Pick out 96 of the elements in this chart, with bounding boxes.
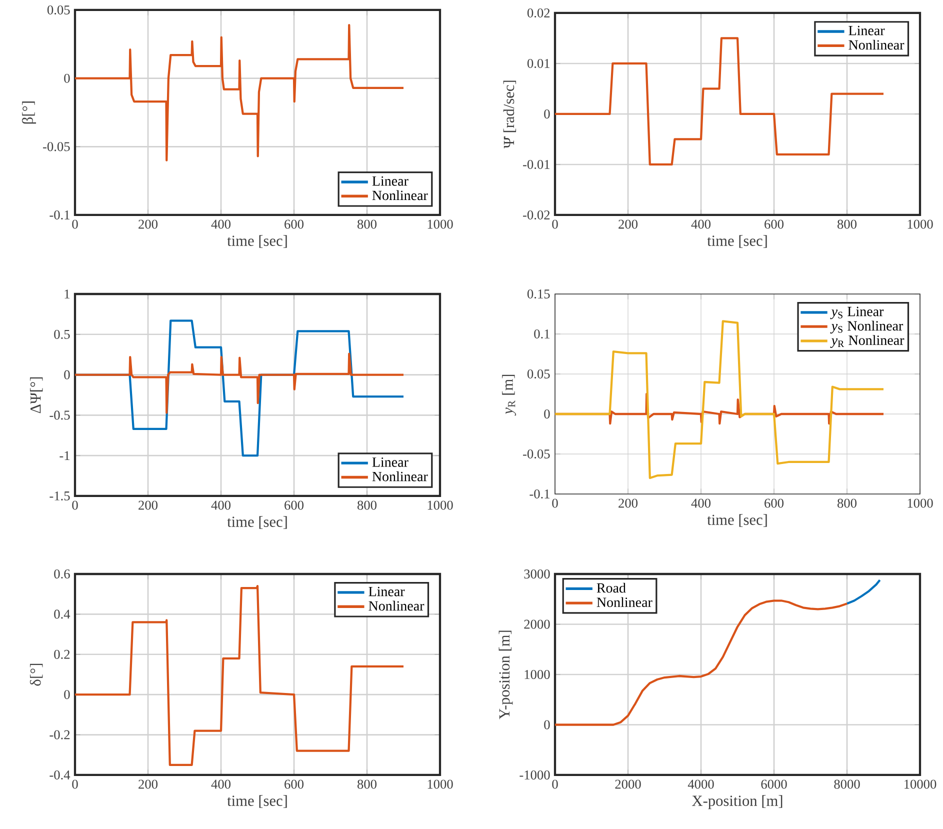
y-tick-label: 0.02 [527, 8, 550, 18]
legend-label: Linear [848, 26, 885, 36]
legend-label: y$_{S}$ Nonlinear [830, 320, 904, 334]
x-tick-label: 400 [691, 220, 711, 229]
x-tick-label: 600 [284, 220, 304, 229]
legend-label: Linear [372, 176, 408, 186]
x-tick-label: 1000 [428, 500, 453, 510]
legend-label: Nonlinear [368, 600, 424, 611]
y-axis-title: y$_{R}$ [m] [502, 374, 516, 416]
x-tick-label: 800 [838, 498, 857, 508]
y-tick-label: 0 [544, 410, 550, 418]
line-series [75, 352, 405, 414]
x-tick-label: 400 [211, 220, 231, 229]
y-tick-label: -0.05 [523, 449, 550, 459]
x-tick-label: 200 [618, 498, 638, 508]
x-tick-label: 200 [138, 500, 158, 510]
x-tick-label: 600 [284, 500, 304, 510]
x-tick-label: 400 [211, 500, 231, 510]
y-axis-title: ΔΨ[°] [30, 377, 43, 414]
x-tick-label: 8000 [834, 780, 860, 789]
y-axis-title: δ[°] [30, 664, 43, 686]
legend-label: y$_{S}$ Linear [830, 306, 884, 320]
x-axis-title: time [sec] [227, 235, 287, 248]
y-tick-label: 0.4 [54, 610, 70, 619]
y-tick-label: -0.5 [50, 410, 70, 420]
legend-label: Nonlinear [372, 190, 428, 200]
x-tick-label: 0 [552, 498, 558, 508]
legend-label: y$_{R}$ Nonlinear [830, 335, 904, 348]
x-tick-label: 0 [72, 220, 78, 229]
y-tick-label: -0.4 [50, 770, 70, 780]
y-tick-label: -0.02 [523, 210, 550, 220]
x-tick-label: 600 [284, 780, 304, 789]
x-tick-label: 0 [72, 780, 78, 789]
y-tick-label: 2000 [524, 620, 550, 629]
x-axis-title: time [sec] [227, 795, 287, 808]
x-tick-label: 1000 [908, 498, 933, 508]
legend-label: Nonlinear [848, 40, 904, 50]
x-tick-label: 6000 [761, 780, 787, 789]
y-axis-title: β[°] [22, 102, 36, 124]
y-tick-label: 0.15 [527, 289, 550, 299]
legend-label: Linear [368, 586, 405, 596]
y-tick-label: 0.05 [47, 5, 70, 15]
y-tick-label: -1000 [520, 770, 550, 780]
legend-label: Linear [372, 457, 408, 467]
x-tick-label: 200 [138, 780, 158, 789]
y-tick-label: -0.1 [50, 210, 70, 220]
x-tick-label: 800 [358, 780, 377, 789]
x-axis-title: time [sec] [707, 235, 767, 248]
y-tick-label: 1000 [524, 670, 550, 679]
y-tick-label: -1 [60, 451, 70, 460]
x-tick-label: 0 [552, 780, 558, 789]
x-tick-label: 400 [691, 498, 711, 508]
y-tick-label: -0.01 [523, 160, 550, 170]
x-tick-label: 0 [552, 220, 558, 229]
x-tick-label: 1000 [908, 220, 933, 229]
x-tick-label: 800 [358, 220, 377, 229]
x-tick-label: 2000 [615, 780, 641, 789]
y-tick-label: -0.05 [43, 142, 70, 152]
y-tick-label: -0.1 [530, 489, 550, 499]
legend-label: Nonlinear [596, 597, 652, 608]
x-axis-title: X-position [m] [692, 795, 782, 810]
y-tick-label: 0.5 [54, 330, 70, 339]
x-axis-title: time [sec] [227, 516, 287, 529]
y-tick-label: 0 [544, 109, 550, 118]
x-tick-label: 10000 [904, 780, 936, 789]
y-axis-title: Y-position [m] [498, 630, 513, 720]
x-tick-label: 600 [764, 498, 784, 508]
x-tick-label: 4000 [688, 780, 714, 789]
legend-label: Nonlinear [372, 471, 428, 482]
x-axis-title: time [sec] [707, 514, 767, 527]
y-tick-label: 0.05 [527, 369, 550, 379]
y-tick-label: 0.01 [527, 58, 550, 68]
x-tick-label: 600 [764, 220, 784, 229]
line-series [75, 24, 405, 162]
x-tick-label: 400 [211, 780, 231, 789]
y-tick-label: 3000 [524, 570, 550, 578]
y-tick-label: 0.2 [54, 650, 70, 659]
y-tick-label: -0.2 [50, 730, 70, 740]
x-tick-label: 800 [358, 500, 377, 510]
x-tick-label: 200 [138, 220, 158, 229]
y-tick-label: 0 [64, 74, 70, 83]
y-tick-label: -1.5 [50, 491, 70, 500]
x-tick-label: 200 [618, 220, 638, 229]
x-tick-label: 0 [72, 500, 78, 510]
y-axis-title: Ψ̇ [rad/sec] [503, 80, 516, 148]
x-tick-label: 1000 [428, 220, 453, 229]
y-tick-label: 0 [544, 720, 550, 730]
y-tick-label: 0 [64, 370, 70, 380]
legend-label: Road [596, 582, 626, 593]
line-series [846, 578, 881, 605]
x-tick-label: 1000 [428, 780, 453, 789]
y-tick-label: 0.1 [534, 329, 550, 339]
y-tick-label: 0 [64, 690, 70, 700]
y-tick-label: 0.6 [54, 569, 70, 579]
x-tick-label: 800 [838, 220, 857, 229]
y-tick-label: 1 [64, 290, 70, 298]
